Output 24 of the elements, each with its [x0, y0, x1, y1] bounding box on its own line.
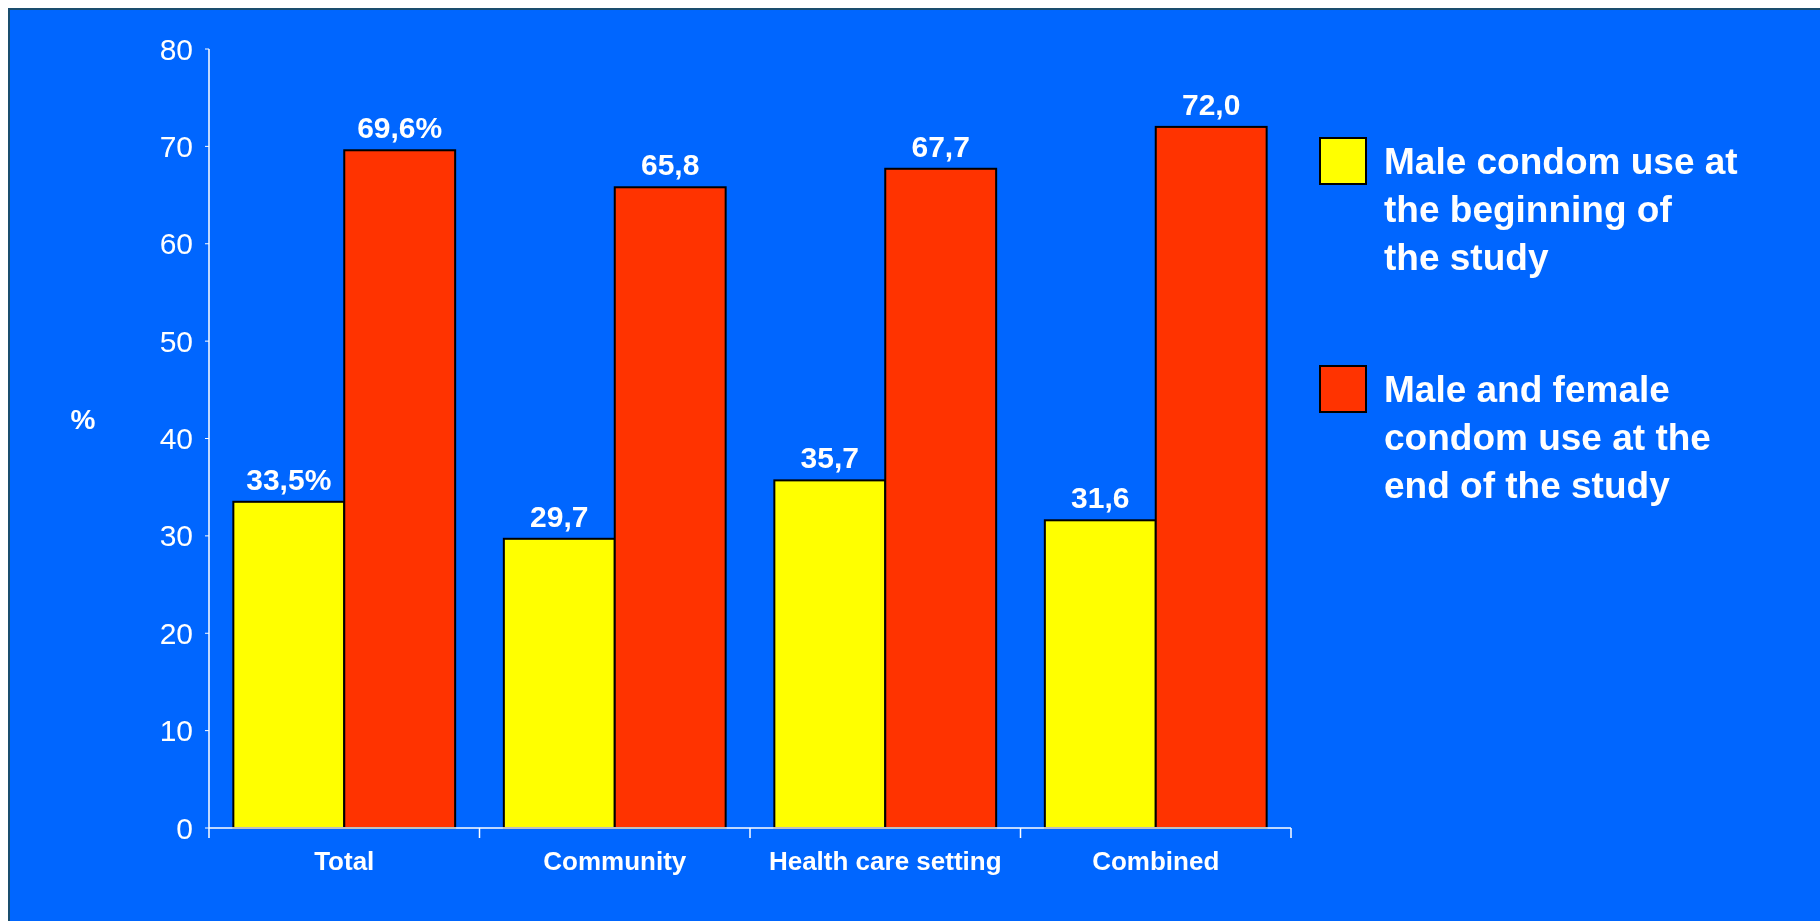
x-tick-label: Total [314, 846, 375, 876]
data-label: 29,7 [530, 499, 589, 533]
data-label: 72,0 [1182, 87, 1241, 121]
y-tick-label: 80 [159, 32, 193, 66]
data-label: 69,6% [357, 111, 443, 145]
data-label: 35,7 [800, 441, 859, 475]
legend-label: Male condom use at the beginning of the study [1384, 141, 1738, 278]
y-tick-label: 60 [159, 227, 193, 261]
x-tick-label: Community [543, 846, 687, 876]
x-tick-label: Combined [1092, 846, 1220, 876]
y-tick-label: 70 [159, 129, 193, 163]
data-label: 33,5% [246, 462, 332, 496]
data-label: 65,8 [641, 148, 700, 182]
x-tick-label: Health care setting [768, 846, 1002, 876]
data-label: 67,7 [911, 129, 970, 163]
y-axis-title: % [70, 403, 96, 435]
y-tick-label: 50 [159, 324, 193, 358]
data-label: 31,6 [1071, 481, 1130, 515]
y-tick-label: 20 [159, 616, 193, 650]
y-tick-label: 30 [159, 519, 193, 553]
y-tick-label: 0 [176, 811, 193, 845]
y-tick-label: 10 [159, 714, 193, 748]
y-tick-label: 40 [159, 422, 193, 455]
legend-label: Male and female condom use at the end of the study [1384, 369, 1711, 506]
